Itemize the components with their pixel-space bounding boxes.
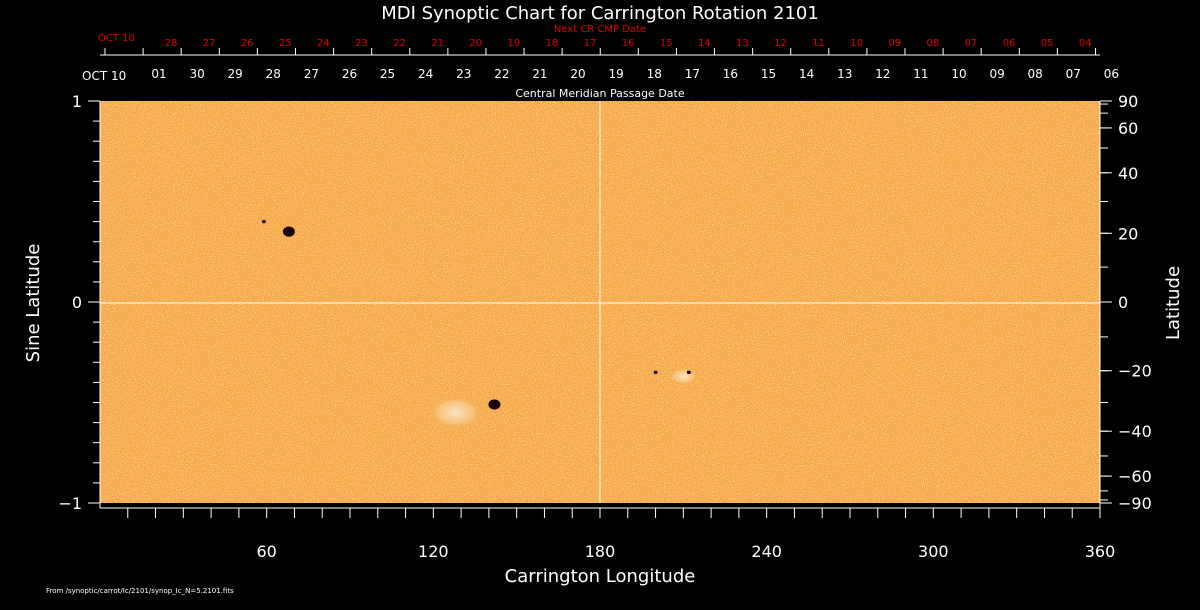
cmp-date-label: 09	[989, 67, 1004, 81]
x-tick-label: 120	[418, 542, 449, 561]
cmp-date-label: 17	[685, 67, 700, 81]
plage	[669, 367, 698, 385]
cmp-date-ticks: 01 30 29 28 27 26 25 24 23 22 21 20 19 18 17 16 15 14 13 12…	[151, 67, 1119, 81]
y-right-tick-label: 40	[1118, 164, 1138, 183]
next-cr-date-label: 12	[774, 38, 787, 49]
y-left-tick-label: 0	[72, 293, 82, 312]
cmp-date-label: 08	[1028, 67, 1043, 81]
cmp-date-label: 16	[723, 67, 738, 81]
cmp-date-label: 20	[570, 67, 585, 81]
next-cr-date-label: 22	[393, 38, 406, 49]
cmp-date-label: 18	[647, 67, 662, 81]
next-cr-date-label: 09	[888, 38, 901, 49]
next-cr-date-label: 28	[165, 38, 178, 49]
sunspot	[686, 370, 691, 375]
x-tick-label: 360	[1085, 542, 1116, 561]
y-axis-label-right: Latitude	[1163, 266, 1184, 340]
cmp-date-label: 26	[342, 67, 357, 81]
next-cr-date-label: 23	[355, 38, 368, 49]
y-right-tick-label: 90	[1118, 92, 1138, 111]
magnetogram-map	[100, 101, 1100, 503]
cmp-start: OCT 10	[82, 69, 126, 83]
next-cr-date-label: 17	[584, 38, 597, 49]
y-axis-right: 90 60 40 20 0 −20 −40 −60 −90	[1100, 92, 1152, 513]
y-right-tick-label: 0	[1118, 293, 1128, 312]
next-cr-ticks: 28 27 26 25 24 23 22 21 20 19 18 17 16 15 14 13 12 11 10 09…	[104, 38, 1096, 55]
next-cr-date-label: 13	[736, 38, 749, 49]
x-tick-label: 60	[256, 542, 276, 561]
y-left-tick-label: −1	[58, 494, 82, 513]
next-cr-label: Next CR CMP Date	[554, 24, 646, 35]
next-cr-start: OCT 10	[98, 33, 135, 44]
cmp-date-label: 07	[1066, 67, 1081, 81]
next-cr-date-label: 08	[927, 38, 940, 49]
cmp-date-label: 27	[304, 67, 319, 81]
next-cr-date-label: 15	[660, 38, 673, 49]
next-cr-date-label: 07	[965, 38, 978, 49]
x-axis: 60 120 180 240 300 360	[127, 508, 1116, 561]
chart-title: MDI Synoptic Chart for Carrington Rotati…	[381, 3, 819, 24]
y-right-tick-label: −40	[1118, 422, 1152, 441]
next-cr-date-label: 14	[698, 38, 711, 49]
next-cr-date-label: 24	[317, 38, 330, 49]
sunspot	[653, 370, 658, 375]
y-left-tick-label: 1	[72, 92, 82, 111]
next-cr-date-label: 20	[469, 38, 482, 49]
next-cr-date-label: 10	[850, 38, 863, 49]
next-cr-date-label: 19	[507, 38, 520, 49]
cmp-date-label: 23	[456, 67, 471, 81]
sunspot	[282, 226, 295, 237]
cmp-date-label: 28	[266, 67, 281, 81]
y-right-tick-label: −60	[1118, 467, 1152, 486]
next-cr-date-label: 11	[812, 38, 825, 49]
next-cr-date-label: 21	[431, 38, 444, 49]
next-cr-date-label: 27	[203, 38, 216, 49]
next-cr-date-label: 06	[1003, 38, 1016, 49]
footer-source: From /synoptic/carrot/Ic/2101/synop_Ic_N…	[46, 587, 234, 595]
cmp-date-label: 21	[532, 67, 547, 81]
y-right-tick-label: 60	[1118, 119, 1138, 138]
y-right-tick-label: 20	[1118, 224, 1138, 243]
cmp-date-label: 06	[1104, 67, 1119, 81]
cmp-date-label: 11	[913, 67, 928, 81]
cmp-date-label: 15	[761, 67, 776, 81]
cmp-date-label: 10	[951, 67, 966, 81]
sunspot	[488, 399, 501, 410]
next-cr-date-label: 05	[1041, 38, 1054, 49]
cmp-date-label: 29	[228, 67, 243, 81]
cmp-date-label: 24	[418, 67, 433, 81]
cmp-date-label: 22	[494, 67, 509, 81]
x-axis-label: Carrington Longitude	[505, 566, 696, 587]
cmp-date-label: 12	[875, 67, 890, 81]
y-axis-left: 1 0 −1	[58, 92, 100, 513]
y-right-tick-label: −90	[1118, 494, 1152, 513]
cmp-date-label: 14	[799, 67, 814, 81]
cmp-date-label: 25	[380, 67, 395, 81]
cmp-date-axis: OCT 10 01 30 29 28 27 26 25 24 23 22 21 20 19 18 17 16 1…	[82, 67, 1119, 100]
next-cr-date-label: 26	[241, 38, 254, 49]
y-right-tick-label: −20	[1118, 362, 1152, 381]
x-tick-label: 180	[585, 542, 616, 561]
next-cr-axis: Next CR CMP Date OCT 10 28 27 26 25 24 23 22 21…	[98, 24, 1100, 56]
next-cr-date-label: 16	[622, 38, 635, 49]
x-tick-label: 300	[918, 542, 949, 561]
next-cr-date-label: 25	[279, 38, 292, 49]
next-cr-date-label: 04	[1079, 38, 1092, 49]
next-cr-date-label: 18	[546, 38, 559, 49]
cmp-date-label: 19	[609, 67, 624, 81]
cmp-date-label: 13	[837, 67, 852, 81]
y-axis-label-left: Sine Latitude	[23, 244, 44, 363]
plage	[429, 396, 482, 429]
x-tick-label: 240	[751, 542, 782, 561]
solar-features	[261, 219, 698, 429]
cmp-axis-label: Central Meridian Passage Date	[515, 87, 684, 100]
cmp-date-label: 01	[151, 67, 166, 81]
sunspot	[261, 219, 266, 224]
cmp-date-label: 30	[189, 67, 204, 81]
